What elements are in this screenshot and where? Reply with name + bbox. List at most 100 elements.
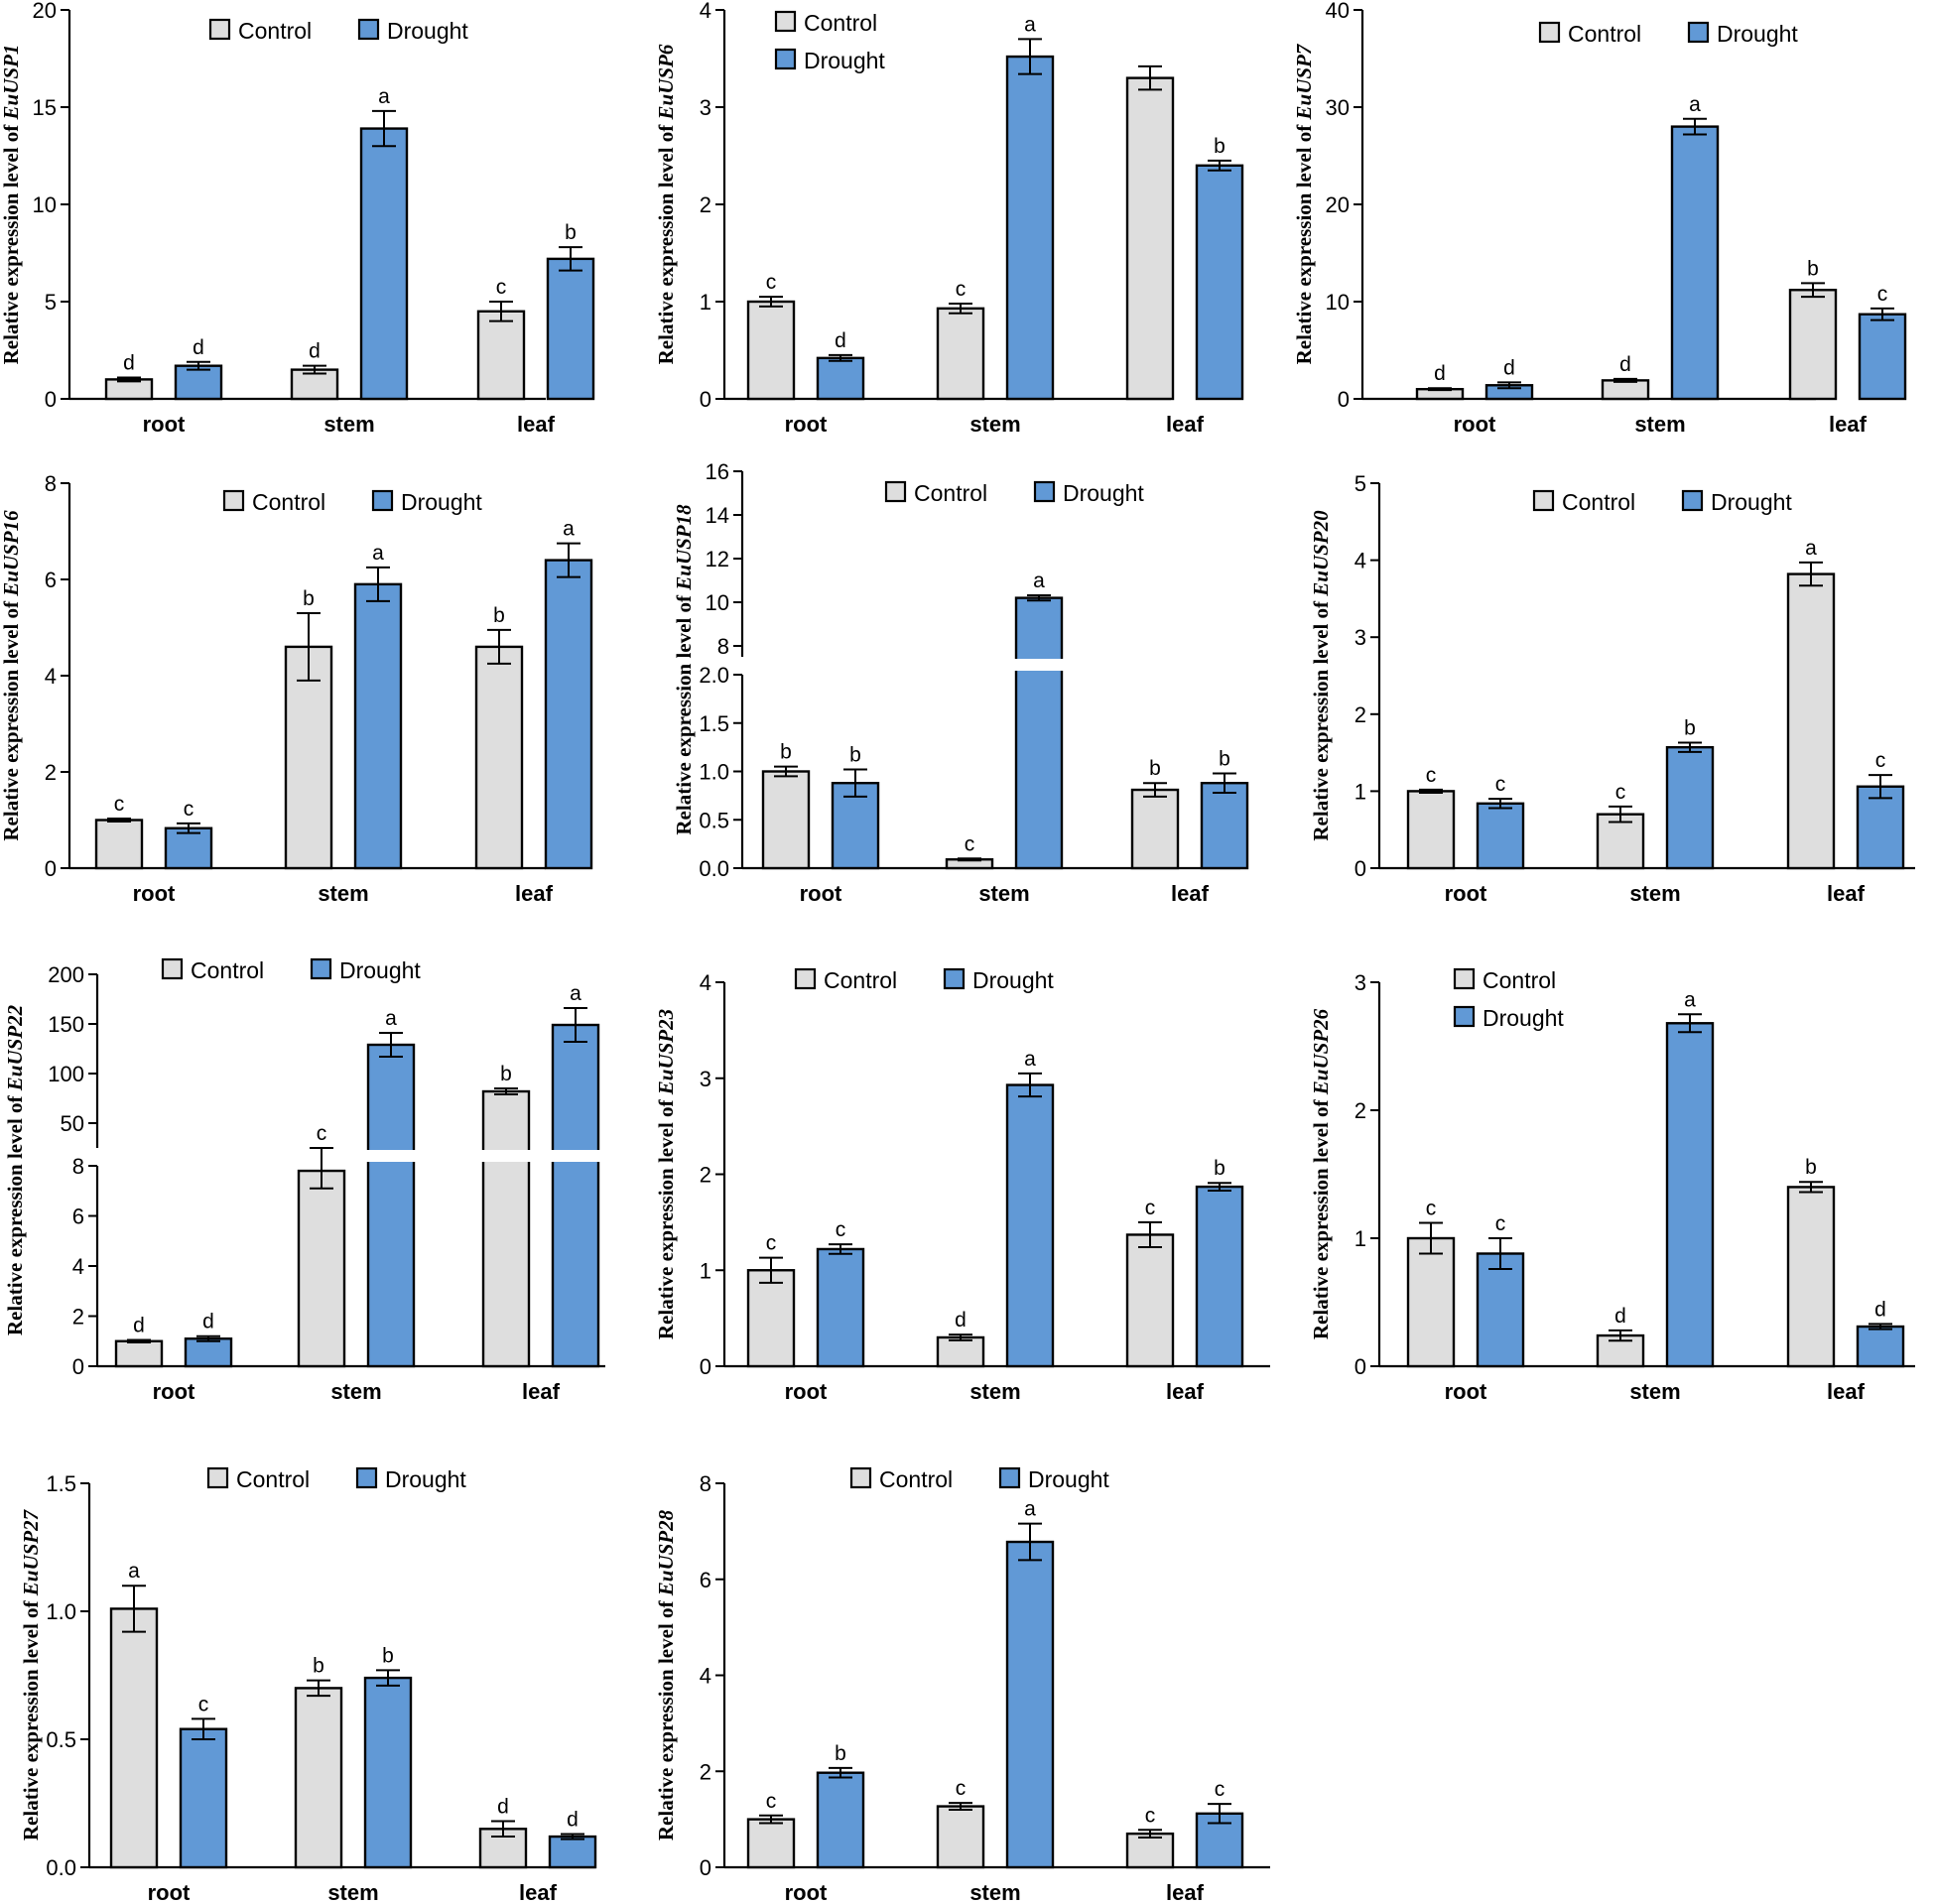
y-axis-label-text: Relative expression level of (0, 119, 23, 364)
significance-letter: d (567, 1808, 579, 1831)
legend-label: Control (238, 18, 312, 44)
chart-panel-EuUSP1: 0 5 10 15 20 Relative expression level of EuU… (0, 0, 595, 437)
significance-letter: c (1615, 781, 1626, 804)
y-tick-label: 10 (33, 192, 57, 217)
bar-control (1596, 813, 1645, 870)
legend-swatch-drought (371, 489, 394, 512)
y-axis-label: Relative expression level of EuUSP6 (654, 44, 678, 364)
y-tick-label: 0.5 (46, 1727, 76, 1752)
x-tick-label: leaf (1166, 412, 1205, 437)
y-tick-label: 1.0 (46, 1599, 76, 1624)
x-tick-label: stem (323, 412, 374, 437)
y-tick-label: 1.0 (699, 760, 729, 785)
bar-drought (1005, 55, 1055, 401)
significance-letter: b (565, 221, 577, 244)
chart-panel-EuUSP26: 0 1 2 3 Relative expression level of EuUSP26… (1309, 967, 1915, 1404)
y-axis-label: Relative expression level of EuUSP16 (0, 510, 23, 841)
y-axis-label-gene: EuUSP7 (1292, 43, 1316, 120)
legend-label: Drought (1063, 480, 1144, 506)
legend-label: Drought (804, 48, 885, 73)
bar-drought (1476, 802, 1525, 870)
y-tick-label: 14 (706, 503, 729, 528)
chart-panel-EuUSP20: 0 1 2 3 4 5 Relative expression level of EuUSP… (1309, 471, 1915, 906)
y-tick-label: 1 (1354, 1226, 1366, 1251)
bar-control (746, 1269, 796, 1368)
x-tick-label: leaf (1827, 1379, 1866, 1404)
legend-swatch-drought (1681, 489, 1704, 512)
significance-letter: d (1614, 1305, 1626, 1328)
y-tick-label: 1.5 (699, 711, 729, 736)
legend-swatch-control (1532, 489, 1555, 512)
bar-control (936, 1335, 985, 1368)
bar-break-gap (550, 1150, 601, 1162)
bar-control (1788, 289, 1838, 401)
y-tick-label: 20 (33, 0, 57, 23)
y-axis-label: Relative expression level of EuUSP28 (654, 1509, 678, 1841)
y-tick-label: 4 (700, 0, 711, 23)
chart-panel-EuUSP7: 0 10 20 30 40 Relative expression level of Eu… (1292, 0, 1907, 437)
bar-control (476, 310, 526, 401)
significance-letter: d (193, 336, 204, 359)
significance-letter: c (198, 1693, 209, 1715)
y-tick-label: 30 (1326, 95, 1350, 120)
y-axis-label-text: Relative expression level of (654, 119, 678, 364)
y-tick-label: 1 (1354, 779, 1366, 804)
significance-letter: c (1877, 283, 1888, 306)
x-tick-label: leaf (515, 881, 554, 906)
x-tick-label: leaf (522, 1379, 561, 1404)
x-tick-label: stem (969, 1880, 1020, 1904)
legend-label: Control (1483, 967, 1556, 993)
bar-control (1786, 1186, 1836, 1368)
x-tick-label: stem (1629, 881, 1680, 906)
y-axis-label: Relative expression level of EuUSP23 (654, 1009, 678, 1339)
bar-drought (184, 1337, 233, 1368)
x-tick-label: leaf (1166, 1880, 1205, 1904)
significance-letter: d (835, 329, 846, 352)
significance-letter: d (1434, 362, 1446, 385)
significance-letter: b (500, 1063, 512, 1085)
legend-label: Control (914, 480, 987, 506)
bar-drought (353, 582, 403, 870)
bar-drought (1476, 1252, 1525, 1368)
y-tick-label: 6 (700, 1568, 711, 1592)
y-axis-label: Relative expression level of EuUSP20 (1309, 510, 1333, 841)
significance-letter: b (849, 744, 861, 767)
bar-drought (1856, 1325, 1905, 1368)
significance-letter: b (780, 741, 792, 764)
significance-letter: d (1619, 353, 1631, 376)
significance-letter: b (1219, 747, 1230, 770)
y-axis-label-text: Relative expression level of (1309, 1094, 1333, 1339)
y-tick-label: 3 (1354, 625, 1366, 650)
legend-label: Drought (1717, 21, 1798, 47)
significance-letter: a (1024, 1048, 1036, 1071)
y-tick-label: 150 (48, 1012, 84, 1037)
y-tick-label: 0 (1354, 856, 1366, 881)
significance-letter: a (563, 518, 575, 541)
x-tick-label: stem (1634, 412, 1685, 437)
legend-swatch-drought (310, 957, 332, 980)
y-tick-label: 8 (700, 1471, 711, 1496)
y-tick-label: 1 (700, 290, 711, 315)
y-tick-label: 0 (700, 387, 711, 412)
chart-panel-EuUSP23: 0 1 2 3 4 Relative expression level of EuUSP2… (654, 967, 1270, 1404)
bar-break-gap (1013, 659, 1065, 671)
bar-drought (363, 1676, 413, 1869)
y-tick-label: 2 (45, 760, 57, 785)
y-axis-label-gene: EuUSP27 (19, 1508, 43, 1596)
bar-control (1601, 379, 1650, 401)
bar-drought (1014, 596, 1064, 870)
y-tick-label: 2 (72, 1305, 84, 1330)
legend-label: Control (804, 10, 877, 36)
y-tick-label: 10 (706, 590, 729, 615)
bar-drought (164, 826, 213, 870)
significance-letter: c (184, 798, 194, 821)
bar-drought (1858, 313, 1907, 401)
chart-panel-EuUSP18: 0.0 0.5 1.0 1.5 2.0 8 10 12 14 16 Relative express… (672, 459, 1249, 906)
significance-letter: d (202, 1311, 214, 1333)
x-tick-label: root (153, 1379, 195, 1404)
y-tick-label: 100 (48, 1062, 84, 1086)
legend-swatch-control (1453, 967, 1476, 990)
y-axis-label-text: Relative expression level of (19, 1595, 43, 1841)
